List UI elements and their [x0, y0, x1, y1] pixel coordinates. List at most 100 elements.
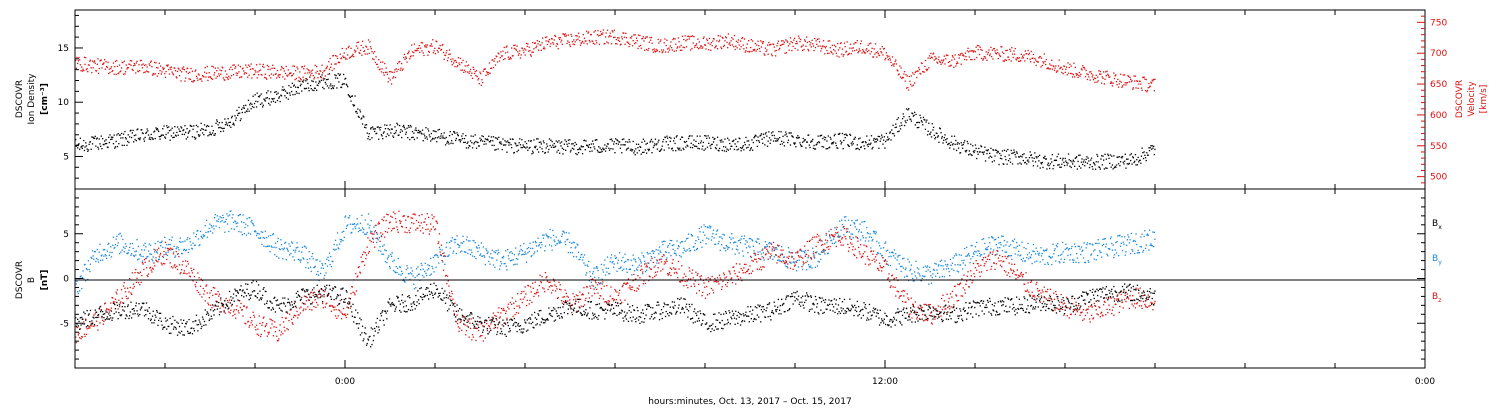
bx-point [795, 292, 797, 294]
bx-point [775, 309, 777, 311]
bz-point [858, 246, 860, 249]
by-point [287, 250, 289, 252]
bx-point [592, 312, 594, 314]
by-point [1028, 252, 1031, 254]
by-point [351, 231, 353, 234]
bz-point [912, 304, 914, 306]
bz-point [404, 231, 406, 233]
bz-point [315, 306, 317, 308]
by-point [1040, 255, 1043, 257]
bz-point [77, 326, 79, 328]
bz-point [99, 322, 101, 324]
by-point [92, 255, 94, 257]
bz-point [675, 271, 677, 273]
by-point [560, 241, 562, 244]
by-point [151, 260, 154, 262]
bx-point [815, 299, 817, 301]
bx-point [397, 296, 399, 298]
bz-point [372, 237, 374, 239]
by-point [267, 245, 269, 247]
by-point [436, 254, 439, 257]
by-point [927, 269, 929, 271]
bx-point [426, 294, 428, 297]
bx-point [1084, 299, 1086, 301]
bz-point [1101, 314, 1103, 316]
by-point [883, 259, 885, 261]
by-point [201, 236, 203, 238]
by-point [116, 235, 118, 237]
bx-point [766, 307, 768, 309]
bx-point [1112, 296, 1114, 298]
bz-point [625, 283, 627, 285]
by-point [1027, 242, 1029, 245]
by-point [400, 274, 402, 276]
by-point [903, 257, 905, 259]
bx-point [849, 298, 851, 300]
bx-point [338, 302, 341, 305]
by-point [282, 249, 285, 251]
bx-point [913, 311, 915, 314]
bx-point [995, 314, 997, 316]
bz-point [1115, 303, 1117, 306]
bx-point [255, 295, 257, 297]
bx-point [931, 315, 933, 317]
bx-point [862, 308, 864, 311]
bz-point [1085, 309, 1087, 311]
bz-point [199, 293, 201, 296]
bx-point [779, 305, 781, 307]
bx-point [1059, 310, 1061, 312]
bz-point [424, 221, 426, 223]
by-point [811, 267, 813, 269]
density-point [85, 142, 87, 144]
bx-point [806, 292, 808, 294]
bz-point [977, 263, 979, 265]
bx-point [1019, 303, 1021, 306]
bx-point [181, 330, 183, 332]
bx-point [584, 312, 586, 314]
by-point [782, 259, 784, 262]
bx-point [1122, 291, 1124, 294]
bz-point [320, 294, 322, 296]
bx-point [77, 318, 79, 320]
bz-point [484, 320, 486, 322]
bx-point [918, 308, 921, 310]
by-point [245, 234, 248, 236]
density-point [92, 136, 94, 138]
bx-point [382, 319, 385, 322]
bz-point [762, 257, 765, 259]
bx-point [918, 314, 920, 317]
by-point [345, 215, 347, 217]
bz-point [196, 289, 198, 292]
bz-point [289, 313, 291, 315]
bz-point [740, 268, 742, 270]
bx-point [743, 315, 745, 317]
bx-point [198, 319, 200, 321]
by-point [270, 245, 272, 247]
bz-point [839, 239, 841, 242]
bx-point [916, 314, 918, 316]
by-point [154, 251, 156, 253]
bx-point [861, 308, 863, 311]
by-point [856, 228, 858, 230]
density-point [183, 129, 185, 131]
bz-point [437, 242, 439, 245]
bx-point [544, 322, 546, 324]
bx-point [361, 325, 364, 327]
by-point [339, 238, 341, 241]
by-point [334, 239, 337, 241]
density-point [179, 130, 181, 132]
bz-point [1079, 314, 1081, 316]
bz-point [1056, 307, 1058, 309]
bx-point [787, 310, 789, 312]
bz-point [488, 325, 491, 328]
bz-point [644, 263, 646, 265]
bx-point [392, 303, 395, 305]
bx-point [687, 310, 690, 312]
bx-point [711, 328, 713, 330]
bz-point [895, 277, 898, 279]
by-point [100, 259, 102, 262]
by-point [185, 250, 187, 252]
by-point [473, 240, 475, 242]
by-point [839, 220, 841, 222]
by-point [561, 233, 563, 235]
